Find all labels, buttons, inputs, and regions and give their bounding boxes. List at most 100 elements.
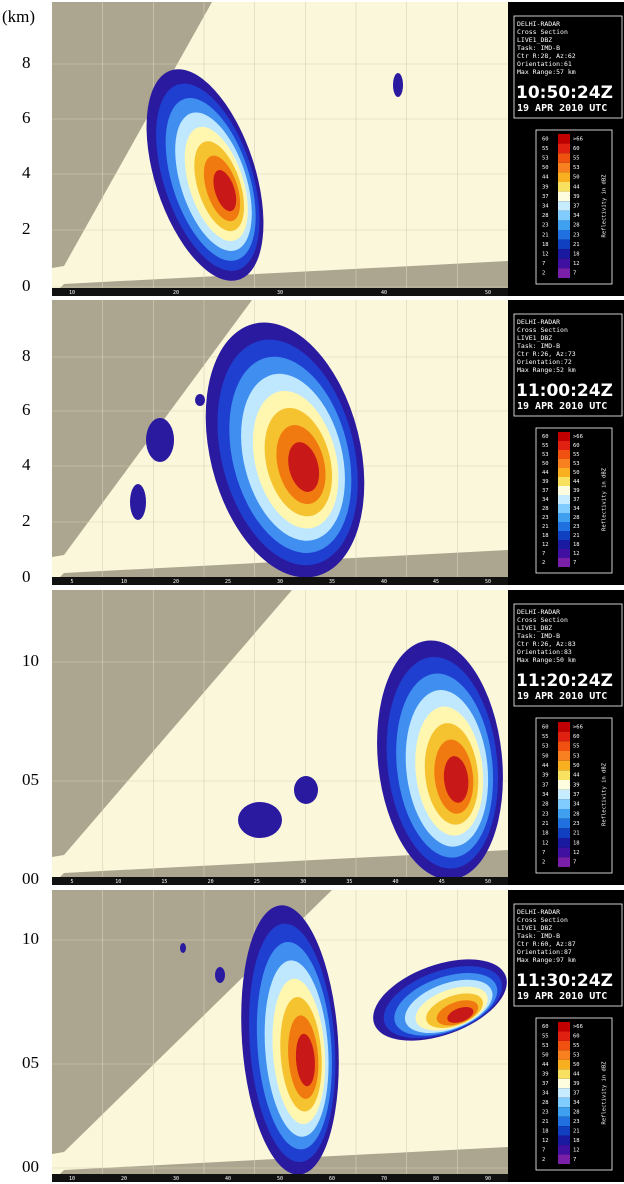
info-line: Max Range:97 km xyxy=(517,956,576,964)
colorbar-label: 39 xyxy=(542,479,549,485)
colorbar-label: 28 xyxy=(542,506,549,512)
colorbar-swatch xyxy=(558,838,570,848)
colorbar-label: 50 xyxy=(573,763,580,769)
reflectivity-cell xyxy=(215,967,225,983)
x-tick-label: 35 xyxy=(346,879,352,885)
reflectivity-cell xyxy=(393,73,403,97)
colorbar-swatch xyxy=(558,522,570,531)
y-tick-label: 00 xyxy=(22,869,39,888)
info-line: Orientation:83 xyxy=(517,648,572,656)
colorbar-label: 21 xyxy=(573,831,580,837)
colorbar-swatch xyxy=(558,731,570,742)
colorbar-label: 37 xyxy=(542,194,549,200)
colorbar-label: >66 xyxy=(573,434,583,440)
colorbar-swatch xyxy=(558,531,570,540)
time: 11:30:24Z xyxy=(516,971,613,991)
colorbar-swatch xyxy=(558,1097,570,1108)
colorbar-swatch xyxy=(558,441,570,450)
x-tick-label: 30 xyxy=(173,1176,179,1182)
x-tick-label: 35 xyxy=(329,579,335,585)
colorbar-label: 23 xyxy=(542,515,549,521)
y-tick-label: 10 xyxy=(22,929,39,948)
colorbar-label: >66 xyxy=(573,1024,583,1030)
colorbar-label: 60 xyxy=(542,136,549,142)
info-line: DELHI-RADAR xyxy=(517,318,560,326)
colorbar-swatch xyxy=(558,495,570,504)
colorbar-label: 53 xyxy=(573,1053,580,1059)
colorbar-swatch xyxy=(558,468,570,477)
colorbar-swatch xyxy=(558,513,570,522)
x-tick-label: 25 xyxy=(254,879,260,885)
colorbar-swatch xyxy=(558,201,570,211)
colorbar-label: 55 xyxy=(573,452,580,458)
colorbar-swatch xyxy=(558,504,570,513)
colorbar-label: 7 xyxy=(573,860,576,866)
colorbar-label: 53 xyxy=(573,461,580,467)
colorbar-label: 39 xyxy=(573,782,580,788)
y-tick-label: 05 xyxy=(22,1053,39,1072)
colorbar-label: 28 xyxy=(573,223,580,229)
colorbar-label: 21 xyxy=(573,533,580,539)
y-tick-label: 05 xyxy=(22,770,39,789)
colorbar-swatch xyxy=(558,1107,570,1117)
colorbar-swatch xyxy=(558,432,570,441)
colorbar-label: 28 xyxy=(542,213,549,219)
colorbar-title: Reflectivity in dBZ xyxy=(602,467,608,531)
colorbar-label: 18 xyxy=(542,831,549,837)
reflectivity-area xyxy=(443,756,469,803)
colorbar-label: 2 xyxy=(542,560,545,566)
colorbar-label: 28 xyxy=(573,515,580,521)
colorbar-swatch xyxy=(558,770,570,780)
colorbar-label: 21 xyxy=(573,1128,580,1134)
time: 10:50:24Z xyxy=(516,83,613,103)
x-tick-label: 45 xyxy=(433,579,439,585)
info-line: LIVE1_DBZ xyxy=(517,624,552,632)
colorbar-swatch xyxy=(558,134,570,144)
panel: 5 10 15 20 25 30 35 40 45 50 00 05 10 DELHI-RADARCros… xyxy=(22,590,624,888)
info-line: Task: IMD-B xyxy=(517,632,560,640)
colorbar-label: 7 xyxy=(573,560,576,566)
colorbar-label: 37 xyxy=(573,792,580,798)
colorbar-label: >66 xyxy=(573,724,583,730)
colorbar-label: 28 xyxy=(542,802,549,808)
info-line: Task: IMD-B xyxy=(517,342,560,350)
colorbar-label: 12 xyxy=(573,551,580,557)
colorbar-label: 7 xyxy=(573,271,576,277)
colorbar-label: 39 xyxy=(573,1081,580,1087)
x-tick-label: 50 xyxy=(277,1176,283,1182)
colorbar-swatch xyxy=(558,1135,570,1146)
info-line: DELHI-RADAR xyxy=(517,608,560,616)
x-tick-label: 10 xyxy=(115,879,121,885)
colorbar-label: 39 xyxy=(573,488,580,494)
info-line: Cross Section xyxy=(517,326,568,334)
colorbar-label: 39 xyxy=(573,194,580,200)
colorbar-swatch xyxy=(558,459,570,468)
colorbar-swatch xyxy=(558,1069,570,1079)
colorbar-label: 12 xyxy=(542,252,549,258)
reflectivity-area xyxy=(213,170,237,212)
colorbar-swatch xyxy=(558,809,570,819)
reflectivity-cell xyxy=(130,484,146,520)
colorbar-label: 7 xyxy=(573,1157,576,1163)
info-box xyxy=(513,603,623,707)
colorbar-swatch xyxy=(558,1050,570,1060)
info-line: LIVE1_DBZ xyxy=(517,334,552,342)
colorbar-label: 50 xyxy=(542,461,549,467)
colorbar-label: 23 xyxy=(573,1119,580,1125)
colorbar-label: 18 xyxy=(573,252,580,258)
colorbar-swatch xyxy=(558,741,570,751)
colorbar-swatch xyxy=(558,486,570,495)
colorbar-swatch xyxy=(558,210,570,221)
colorbar-label: 50 xyxy=(573,175,580,181)
colorbar-swatch xyxy=(558,230,570,240)
colorbar-label: 53 xyxy=(542,1043,549,1049)
colorbar-label: 37 xyxy=(573,1091,580,1097)
colorbar-label: 34 xyxy=(573,802,580,808)
colorbar-label: 23 xyxy=(542,223,549,229)
colorbar-label: 44 xyxy=(573,773,580,779)
x-tick-label: 40 xyxy=(381,290,387,296)
colorbar-label: >66 xyxy=(573,136,583,142)
colorbar-swatch xyxy=(558,1078,570,1089)
colorbar-swatch xyxy=(558,1088,570,1098)
